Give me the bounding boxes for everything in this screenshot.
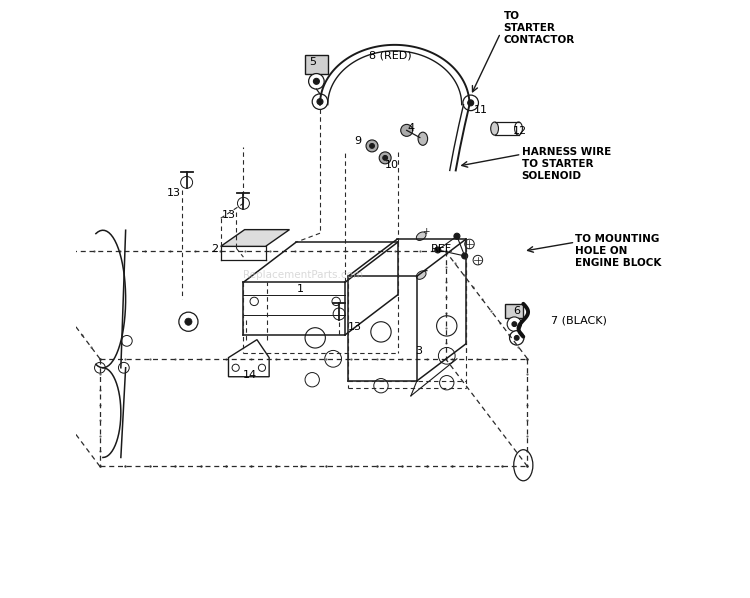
Text: 10: 10 <box>386 160 399 170</box>
Text: 13: 13 <box>166 188 181 199</box>
Circle shape <box>181 176 193 188</box>
Circle shape <box>462 253 468 259</box>
Text: 4: 4 <box>408 123 415 133</box>
Text: 3: 3 <box>415 346 422 356</box>
Circle shape <box>514 335 519 340</box>
Circle shape <box>473 255 483 265</box>
Text: 13: 13 <box>222 210 236 221</box>
Text: TO MOUNTING
HOLE ON
ENGINE BLOCK: TO MOUNTING HOLE ON ENGINE BLOCK <box>575 234 662 269</box>
Circle shape <box>122 335 132 346</box>
Text: 12: 12 <box>512 126 526 136</box>
Circle shape <box>440 376 454 390</box>
Circle shape <box>305 373 320 387</box>
Text: REF.: REF. <box>431 244 454 254</box>
Circle shape <box>238 197 250 209</box>
Text: 7 (BLACK): 7 (BLACK) <box>551 316 608 326</box>
Circle shape <box>507 317 521 331</box>
Circle shape <box>232 364 239 371</box>
Ellipse shape <box>514 450 532 481</box>
Circle shape <box>454 233 460 239</box>
Ellipse shape <box>416 271 426 279</box>
Ellipse shape <box>514 122 523 135</box>
Circle shape <box>366 140 378 152</box>
Circle shape <box>305 328 326 348</box>
Text: ReplacementParts.com: ReplacementParts.com <box>243 270 363 280</box>
Text: 1: 1 <box>297 284 304 294</box>
Circle shape <box>382 155 388 160</box>
Text: 13: 13 <box>348 322 362 332</box>
Text: 8 (RED): 8 (RED) <box>369 51 412 61</box>
Text: TO
STARTER
CONTACTOR: TO STARTER CONTACTOR <box>503 11 574 45</box>
Polygon shape <box>220 230 290 246</box>
Circle shape <box>400 124 412 136</box>
Circle shape <box>436 316 457 336</box>
Polygon shape <box>229 340 269 377</box>
Circle shape <box>374 379 388 393</box>
Text: 2: 2 <box>211 244 218 254</box>
Ellipse shape <box>490 122 499 135</box>
Circle shape <box>118 362 129 373</box>
Text: -: - <box>424 266 428 275</box>
Circle shape <box>463 95 478 111</box>
Circle shape <box>178 312 198 331</box>
Circle shape <box>370 322 392 342</box>
Text: +: + <box>422 227 430 236</box>
Circle shape <box>308 74 324 89</box>
Circle shape <box>509 331 524 345</box>
Text: 6: 6 <box>513 306 520 316</box>
Circle shape <box>250 297 259 306</box>
Circle shape <box>435 247 441 253</box>
Text: 9: 9 <box>355 136 362 147</box>
Circle shape <box>184 318 192 325</box>
Circle shape <box>332 297 340 306</box>
FancyBboxPatch shape <box>305 55 328 74</box>
Circle shape <box>468 100 474 106</box>
Circle shape <box>312 94 328 109</box>
Circle shape <box>317 99 323 105</box>
Ellipse shape <box>418 132 428 145</box>
FancyBboxPatch shape <box>506 304 524 318</box>
Text: 14: 14 <box>242 370 256 380</box>
Circle shape <box>370 144 374 148</box>
Circle shape <box>465 239 474 249</box>
Circle shape <box>333 308 345 320</box>
Circle shape <box>259 364 266 371</box>
Text: 11: 11 <box>474 105 488 115</box>
Circle shape <box>325 350 341 367</box>
Circle shape <box>314 78 320 84</box>
Ellipse shape <box>416 232 426 240</box>
Circle shape <box>439 347 455 364</box>
Circle shape <box>512 322 517 327</box>
Circle shape <box>380 152 392 164</box>
Circle shape <box>94 362 105 373</box>
Text: 5: 5 <box>309 57 316 67</box>
Text: HARNESS WIRE
TO STARTER
SOLENOID: HARNESS WIRE TO STARTER SOLENOID <box>521 147 610 181</box>
